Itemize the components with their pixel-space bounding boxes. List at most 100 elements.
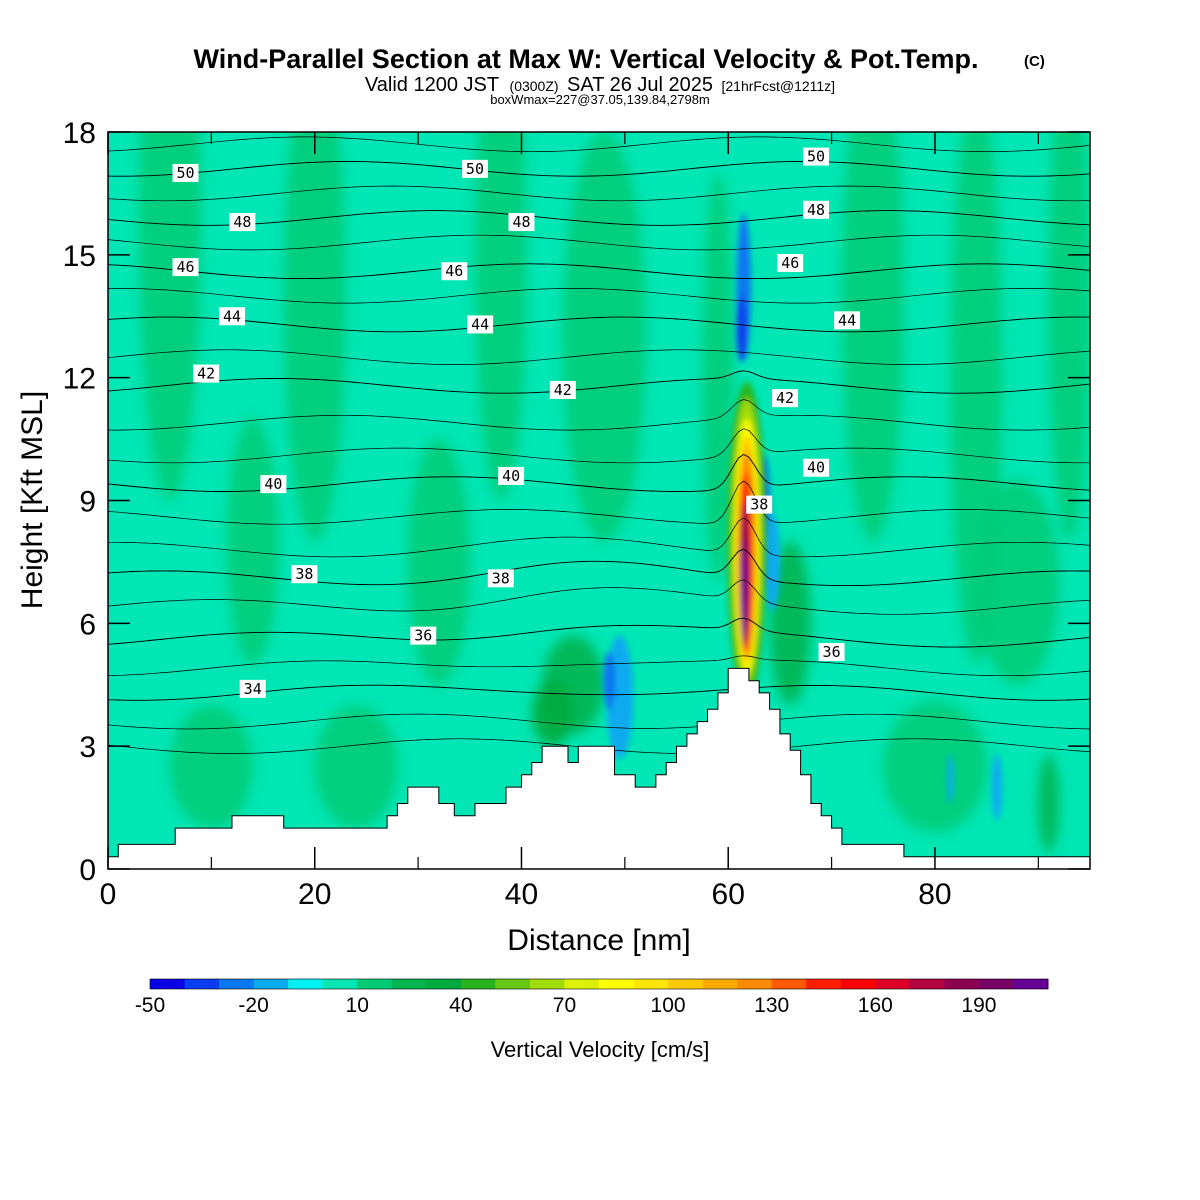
colorbar-label: Vertical Velocity [cm/s] [491, 1037, 710, 1062]
svg-text:36: 36 [823, 643, 841, 661]
theta-contour-line [108, 713, 1090, 730]
colorbar-swatch [391, 979, 427, 989]
contour-label: 42 [772, 389, 799, 408]
contour-label: 42 [193, 364, 220, 383]
svg-text:38: 38 [295, 565, 313, 583]
x-tick-label: 0 [100, 878, 117, 911]
colorbar-tick-label: 70 [553, 994, 576, 1017]
theta-contour-line [108, 480, 1090, 525]
svg-text:48: 48 [807, 201, 825, 219]
theta-contour-44 [108, 316, 1090, 333]
colorbar-swatch [460, 979, 496, 989]
theta-contour-46 [108, 263, 1090, 280]
svg-text:46: 46 [176, 258, 194, 276]
svg-text:48: 48 [233, 213, 251, 231]
y-tick-label: 12 [63, 363, 96, 396]
theta-contour-line [108, 288, 1090, 304]
svg-text:40: 40 [502, 467, 520, 485]
svg-text:46: 46 [445, 262, 463, 280]
colorbar-swatch [426, 979, 462, 989]
theta-contour-36 [108, 617, 1090, 648]
contour-label: 42 [549, 380, 576, 399]
colorbar-tick-label: 10 [346, 994, 369, 1017]
box-wmax-info: boxWmax=227@37.05,139.84,2798m [490, 92, 710, 107]
x-tick-label: 60 [712, 878, 745, 911]
contour-label: 40 [260, 475, 287, 494]
svg-text:42: 42 [554, 381, 572, 399]
colorbar-frame [149, 978, 1049, 990]
contour-label: 36 [818, 642, 845, 661]
svg-text:46: 46 [781, 254, 799, 272]
x-tick-label: 80 [918, 878, 951, 911]
colorbar-tick-label: -50 [135, 994, 165, 1017]
contour-label: 40 [803, 458, 830, 477]
y-tick-label: 18 [63, 117, 96, 150]
field-main-updraft [727, 381, 767, 702]
contour-label: 48 [508, 213, 535, 232]
contour-label: 46 [441, 262, 468, 281]
contour-label: 50 [803, 147, 830, 166]
y-tick-label: 6 [79, 608, 96, 641]
theta-contour-line [108, 517, 1090, 558]
x-tick-label: 40 [505, 878, 538, 911]
chart-title: Wind-Parallel Section at Max W: Vertical… [194, 44, 979, 74]
theta-contour-line [108, 349, 1090, 365]
theta-contour-42 [108, 370, 1090, 394]
contour-label: 50 [461, 159, 488, 178]
y-axis-label: Height [Kft MSL] [16, 391, 49, 609]
x-tick-label: 20 [298, 878, 331, 911]
y-tick-label: 15 [63, 240, 96, 273]
colorbar-tick-label: 100 [651, 994, 686, 1017]
theta-contour-line [108, 234, 1090, 251]
y-tick-label: 9 [79, 486, 96, 519]
colorbar-swatch [771, 979, 807, 989]
y-tick-label: 3 [79, 731, 96, 764]
colorbar-swatch [737, 979, 773, 989]
vertical-velocity-field [108, 132, 1090, 869]
svg-text:36: 36 [414, 627, 432, 645]
contour-label: 38 [291, 565, 318, 584]
contour-label: 46 [172, 258, 199, 277]
contour-label: 48 [803, 200, 830, 219]
colorbar-swatch [599, 979, 635, 989]
colorbar-swatch [322, 979, 358, 989]
contour-label: 44 [834, 311, 861, 330]
contour-label: 50 [172, 163, 199, 182]
svg-text:38: 38 [492, 569, 510, 587]
theta-contours [108, 136, 1090, 754]
contour-label: 38 [487, 569, 514, 588]
colorbar-tick-label: 160 [858, 994, 893, 1017]
contour-label: 40 [498, 466, 525, 485]
colorbar-swatch [702, 979, 738, 989]
colorbar-tick-label: -20 [238, 994, 268, 1017]
svg-text:34: 34 [244, 680, 262, 698]
colorbar-swatch [840, 979, 876, 989]
contour-label: 36 [410, 626, 437, 645]
theta-contour-line [108, 399, 1090, 431]
contour-label: 34 [239, 679, 266, 698]
svg-text:42: 42 [197, 365, 215, 383]
colorbar-swatch [633, 979, 669, 989]
svg-text:40: 40 [807, 459, 825, 477]
colorbar-swatch [253, 979, 289, 989]
x-axis-label: Distance [nm] [507, 924, 690, 957]
colorbar-swatch [219, 979, 255, 989]
colorbar-swatch [1013, 979, 1049, 989]
theta-contour-50 [108, 161, 1090, 177]
colorbar-swatch [564, 979, 600, 989]
colorbar-swatch [875, 979, 911, 989]
colorbar-swatch [150, 979, 186, 989]
colorbar-swatch [288, 979, 324, 989]
theta-contour-48 [108, 210, 1090, 226]
svg-text:50: 50 [176, 164, 194, 182]
contour-labels: 50 50 50 48 48 48 46 46 46 44 44 44 42 42 42 40 40 40 38 38… [172, 147, 861, 698]
y-tick-label: 0 [79, 854, 96, 887]
colorbar-swatch [909, 979, 945, 989]
contour-label: 44 [467, 315, 494, 334]
colorbar-swatch [944, 979, 980, 989]
colorbar: -50 -20 10 40 70 100 130 160 190 [135, 978, 1049, 1017]
theta-contour-line [108, 428, 1090, 464]
colorbar-tick-label: 40 [449, 994, 472, 1017]
theta-contour-line [108, 579, 1090, 615]
svg-text:50: 50 [466, 160, 484, 178]
